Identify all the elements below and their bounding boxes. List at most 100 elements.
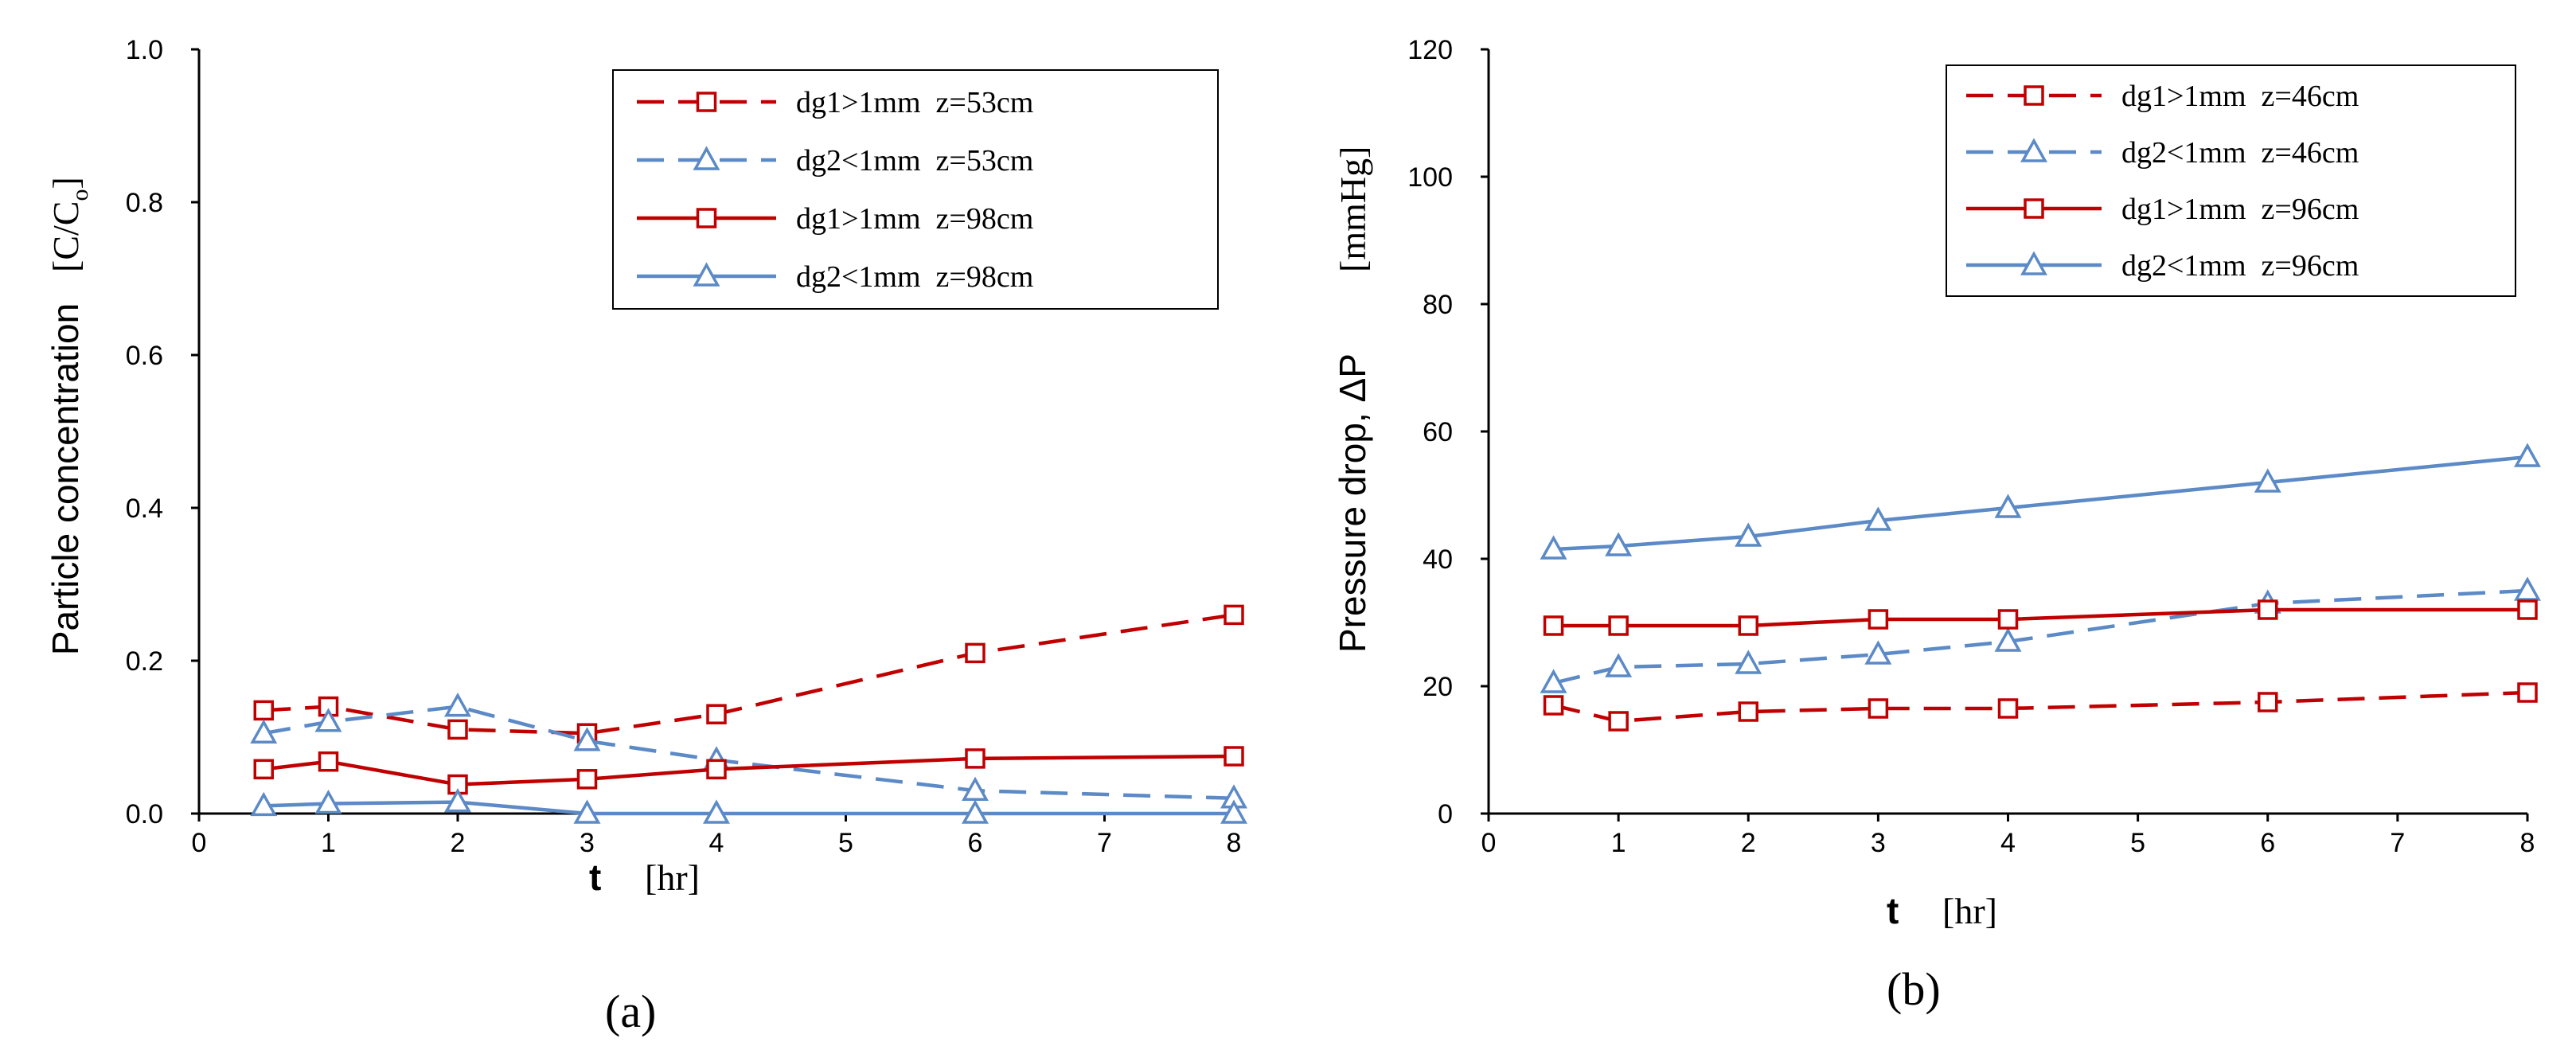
chart-panel-b: 0 20 40 60 80 100 120 0 1 2 3 4 5 6 7 8 Pressure drop,…	[1332, 35, 2541, 1015]
data-point-4	[2514, 443, 2541, 467]
series-line-4	[263, 800, 1234, 816]
data-point-1	[706, 704, 727, 724]
y-tick-label: 60	[1423, 417, 1453, 447]
data-point-3	[2258, 599, 2278, 620]
x-tick-label: 6	[968, 828, 983, 858]
legend-marker	[2020, 251, 2047, 275]
data-point-2	[2514, 576, 2541, 601]
legend-marker	[696, 208, 717, 228]
x-tick-label: 6	[2260, 828, 2275, 858]
data-point-4	[1994, 494, 2022, 518]
y-axis-label-b: Pressure drop, ΔP	[1332, 353, 1373, 653]
x-tick-label: 4	[2000, 828, 2016, 858]
data-point-1	[447, 719, 468, 740]
x-tick-label: 7	[1097, 828, 1112, 858]
data-point-2	[1864, 640, 1892, 665]
y-tick-label: 100	[1407, 162, 1453, 193]
data-point-3	[576, 769, 598, 790]
data-point-1	[1543, 695, 1564, 716]
data-point-4	[1864, 506, 1892, 531]
y-axis-unit-a: [C/Co]	[45, 177, 93, 272]
x-tick-label: 7	[2390, 828, 2405, 858]
y-tick-label: 20	[1423, 672, 1453, 702]
data-point-1	[1224, 604, 1244, 626]
data-point-2	[1735, 650, 1762, 674]
legend-marker	[693, 262, 720, 287]
data-point-1	[1868, 698, 1889, 719]
legend-marker	[2024, 198, 2044, 219]
chart-panel-a: 0.0 0.2 0.4 0.6 0.8 1.0 0 1 2 3 4 5 6 7 8 Particle co…	[45, 35, 1247, 1037]
y-tick-label: 0.4	[126, 494, 163, 524]
series-line-1	[263, 613, 1235, 736]
data-point-1	[2517, 682, 2538, 703]
x-tick-label: 1	[321, 828, 336, 858]
x-tick-label: 8	[1227, 828, 1242, 858]
data-point-3	[1997, 609, 2019, 630]
x-tick-label: 5	[2130, 828, 2145, 858]
data-point-3	[1738, 615, 1758, 636]
series-line-2	[1553, 588, 2528, 685]
data-point-4	[703, 799, 730, 824]
legend-label: dg1>1mm z=98cm	[796, 202, 1033, 236]
data-point-4	[1735, 522, 1762, 547]
y-tick-label: 0.2	[126, 646, 163, 677]
x-tick-label: 1	[1611, 828, 1626, 858]
y-tick-label: 40	[1423, 544, 1453, 575]
y-tick-label: 80	[1423, 290, 1453, 320]
x-tick-label: 0	[192, 828, 207, 858]
data-point-2	[1540, 669, 1567, 693]
x-tick-label: 0	[1481, 828, 1497, 858]
data-point-3	[1543, 615, 1564, 636]
series-line-3	[263, 754, 1235, 786]
y-tick-label: 1.0	[126, 35, 163, 65]
legend-label: dg1>1mm z=53cm	[796, 86, 1033, 119]
data-point-3	[2517, 599, 2538, 620]
x-tick-label: 5	[838, 828, 853, 858]
data-point-1	[2258, 692, 2278, 712]
legend-label: dg2<1mm z=98cm	[796, 260, 1033, 294]
panel-label-a: (a)	[605, 986, 656, 1037]
data-point-2	[250, 719, 278, 744]
y-tick-label: 0.8	[126, 188, 163, 218]
x-tick-label: 2	[451, 828, 466, 858]
data-point-4	[1605, 532, 1633, 556]
data-point-3	[1224, 746, 1244, 767]
legend-label: dg1>1mm z=46cm	[2121, 80, 2359, 113]
y-tick-label: 0.0	[126, 799, 163, 829]
data-point-2	[573, 727, 601, 751]
x-tick-label: 4	[709, 828, 724, 858]
y-axis-label-a: Particle concentration	[45, 303, 86, 655]
data-point-4	[573, 799, 601, 824]
legend-marker	[2020, 138, 2047, 162]
data-point-4	[2254, 468, 2281, 493]
data-point-3	[318, 751, 339, 772]
y-tick-label: 120	[1407, 35, 1453, 65]
series-line-4	[1553, 455, 2528, 552]
data-point-2	[1994, 627, 2022, 652]
data-point-1	[965, 642, 986, 664]
data-point-1	[1997, 698, 2019, 719]
data-point-2	[314, 708, 342, 732]
data-point-3	[253, 759, 274, 780]
data-point-3	[706, 759, 727, 780]
legend-label: dg1>1mm z=96cm	[2121, 193, 2359, 226]
series-line-1	[1553, 690, 2528, 724]
panel-label-b: (b)	[1887, 963, 1941, 1015]
legend-marker	[2024, 85, 2044, 106]
legend-marker	[696, 92, 717, 112]
data-point-4	[962, 799, 989, 824]
legend-marker	[693, 146, 720, 170]
data-point-1	[253, 700, 274, 721]
data-point-3	[1868, 609, 1889, 630]
y-tick-label: 0.6	[126, 341, 163, 371]
data-point-3	[965, 748, 986, 769]
data-point-3	[1608, 615, 1629, 636]
data-point-2	[962, 776, 989, 801]
data-point-4	[1540, 535, 1567, 560]
legend-label: dg2<1mm z=46cm	[2121, 136, 2359, 170]
x-axis-label-a: t	[589, 857, 601, 898]
data-point-4	[1220, 799, 1247, 824]
series-line-3	[1553, 607, 2527, 628]
data-point-4	[444, 788, 471, 813]
